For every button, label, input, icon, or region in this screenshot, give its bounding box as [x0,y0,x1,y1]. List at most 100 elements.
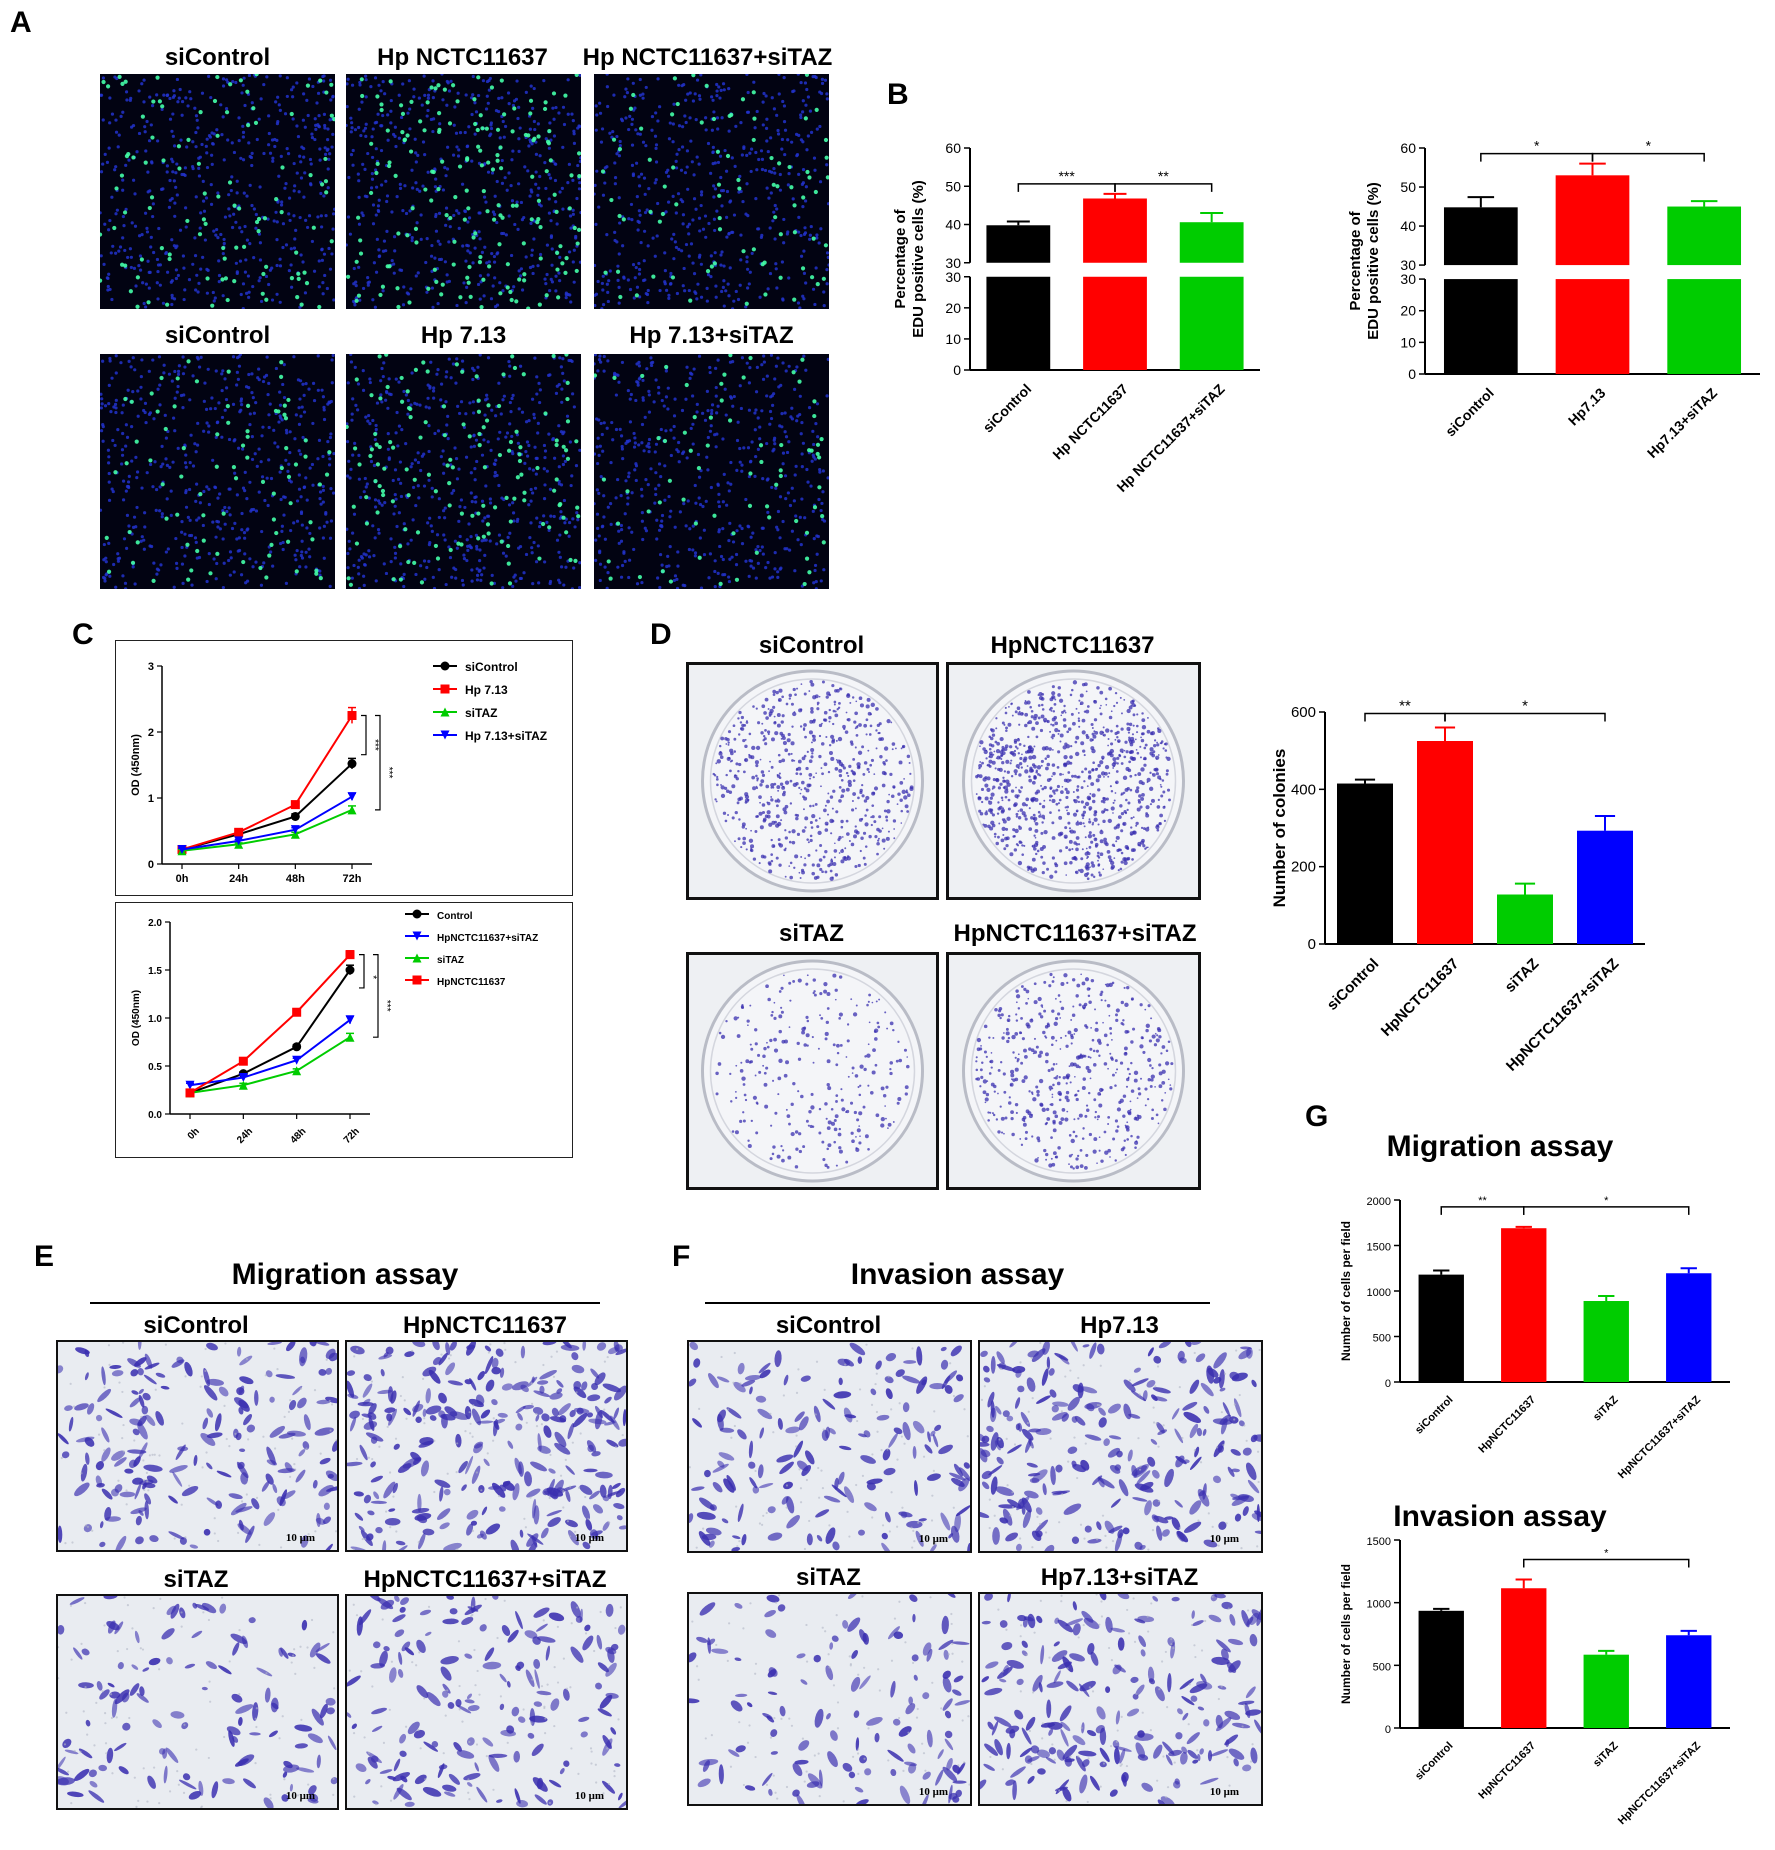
nucleus-dot [329,487,333,491]
nucleus-dot [778,536,782,540]
edu-dot [448,215,453,221]
nucleus-dot [284,458,288,462]
colony-dot [773,721,777,725]
nucleus-dot [350,412,354,416]
nucleus-dot [160,107,164,111]
nucleus-dot [776,575,780,579]
colony-dot [1127,801,1131,805]
nucleus-dot [140,486,144,490]
edu-dot [448,457,453,462]
nucleus-dot [634,464,639,468]
colony-dot [855,830,860,835]
edu-dot [823,243,829,248]
nucleus-dot [175,77,180,82]
nucleus-dot [166,547,170,551]
nucleus-dot [190,583,194,587]
nucleus-dot [781,99,785,104]
edu-dot [418,435,423,440]
colony-dot [760,779,765,784]
edu-dot [514,429,519,434]
nucleus-dot [443,260,447,264]
nucleus-dot [484,484,488,488]
nucleus-dot [496,251,500,255]
edu-dot [631,92,636,98]
nucleus-dot [642,176,647,180]
nucleus-dot [471,74,475,79]
colony-dot [803,787,807,790]
nucleus-dot [632,296,636,300]
colony-dot [1064,787,1068,791]
nucleus-dot [483,553,487,557]
nucleus-dot [181,355,185,359]
edu-dot [254,74,259,77]
nucleus-dot [787,364,791,368]
nucleus-dot [325,520,329,524]
nucleus-dot [182,297,186,302]
nucleus-dot [292,355,296,359]
nucleus-dot [544,137,548,141]
nucleus-dot [778,424,782,428]
nucleus-dot [825,267,829,272]
colony-dot [1115,835,1120,840]
nucleus-dot [461,244,465,248]
nucleus-dot [685,365,689,369]
nucleus-dot [364,485,368,489]
colony-dot [1027,866,1031,870]
nucleus-dot [476,282,481,287]
nucleus-dot [220,133,224,137]
nucleus-dot [468,401,472,405]
nucleus-dot [572,129,576,133]
colony-dot [790,702,794,706]
nucleus-dot [377,83,381,87]
nucleus-dot [620,444,624,449]
nucleus-dot [594,192,596,196]
nucleus-dot [434,177,438,181]
edu-dot [646,509,651,514]
edu-dot [135,304,140,309]
nucleus-dot [818,470,822,474]
colony-dot [823,762,828,767]
edu-dot [364,521,370,526]
nucleus-dot [373,168,378,172]
nucleus-dot [825,97,829,101]
nucleus-dot [148,95,152,99]
nucleus-dot [495,473,499,478]
colony-dot [797,766,802,771]
nucleus-dot [699,586,704,589]
nucleus-dot [456,91,460,95]
nucleus-dot [257,279,261,283]
colony-dot [821,772,824,776]
edu-dot [618,294,623,300]
colony-dot [1102,800,1106,804]
bar [1443,207,1518,266]
nucleus-dot [216,236,220,240]
nucleus-dot [211,520,215,524]
nucleus-dot [235,383,239,387]
colony-dot [999,782,1003,786]
nucleus-dot [657,385,661,390]
edu-dot [767,515,772,520]
nucleus-dot [691,99,696,103]
nucleus-dot [594,183,597,188]
nucleus-dot [724,413,728,417]
nucleus-dot [149,123,153,127]
edu-dot [421,360,426,365]
nucleus-dot [489,126,494,131]
edu-dot [369,393,374,398]
nucleus-dot [320,225,324,229]
nucleus-dot [436,429,441,433]
nucleus-dot [322,524,327,528]
nucleus-dot [687,232,691,236]
nucleus-dot [475,567,479,571]
nucleus-dot [547,211,552,215]
nucleus-dot [300,556,305,560]
nucleus-dot [195,482,199,486]
nucleus-dot [747,474,751,479]
nucleus-dot [441,188,446,192]
nucleus-dot [152,561,156,565]
nucleus-dot [656,119,660,123]
nucleus-dot [419,213,423,217]
nucleus-dot [183,288,187,292]
nucleus-dot [478,354,482,357]
colony-dot [791,759,794,762]
